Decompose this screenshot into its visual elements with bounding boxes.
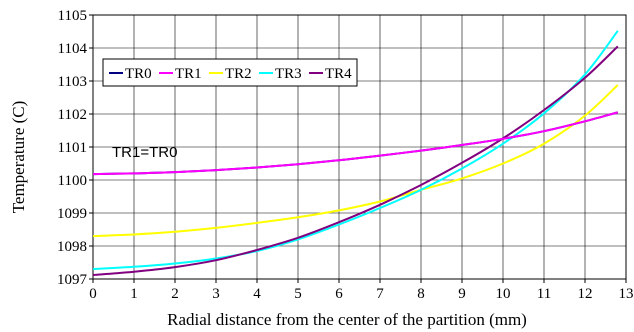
x-tick-label: 12 (578, 286, 593, 302)
tr1-equals-tr0-annotation: TR1=TR0 (112, 144, 177, 161)
series-line-tr1 (92, 111, 619, 176)
x-tick-label: 13 (619, 286, 634, 302)
x-tick-label: 0 (89, 286, 97, 302)
legend-label-tr2: TR2 (225, 66, 252, 82)
axis-ticks: 0 1 2 3 4 5 6 7 8 9 10 11 12 131097109810991100110111… (57, 8, 634, 302)
series-line-tr2 (92, 84, 619, 238)
x-tick-label: 11 (537, 286, 551, 302)
series-lines (92, 30, 619, 276)
x-tick-label: 1 (130, 286, 138, 302)
y-axis-title: Temperature (C) (9, 101, 28, 214)
x-tick-label: 3 (212, 286, 220, 302)
y-tick-label: 1100 (58, 173, 87, 189)
series-line-tr4 (92, 45, 619, 276)
y-tick-label: 1102 (58, 107, 87, 123)
series-line-tr3 (92, 30, 619, 271)
y-tick-label: 1103 (58, 74, 87, 90)
x-tick-label: 2 (171, 286, 179, 302)
x-tick-label: 10 (496, 286, 511, 302)
x-tick-label: 6 (335, 286, 343, 302)
y-tick-label: 1099 (57, 206, 87, 222)
legend-label-tr4: TR4 (325, 66, 352, 82)
x-tick-label: 5 (294, 286, 302, 302)
y-tick-label: 1098 (57, 239, 87, 255)
y-tick-label: 1101 (58, 140, 87, 156)
legend-label-tr0: TR0 (125, 66, 152, 82)
legend: TR0 TR1 TR2 TR3 TR4 (102, 58, 358, 87)
y-tick-label: 1105 (58, 8, 87, 24)
y-tick-label: 1097 (57, 272, 88, 288)
legend-label-tr1: TR1 (175, 66, 202, 82)
x-tick-label: 9 (458, 286, 466, 302)
x-tick-label: 4 (253, 286, 261, 302)
x-axis-title: Radial distance from the center of the p… (167, 310, 527, 329)
x-tick-label: 8 (417, 286, 425, 302)
x-tick-label: 7 (376, 286, 384, 302)
y-tick-label: 1104 (58, 41, 88, 57)
legend-label-tr3: TR3 (275, 66, 302, 82)
